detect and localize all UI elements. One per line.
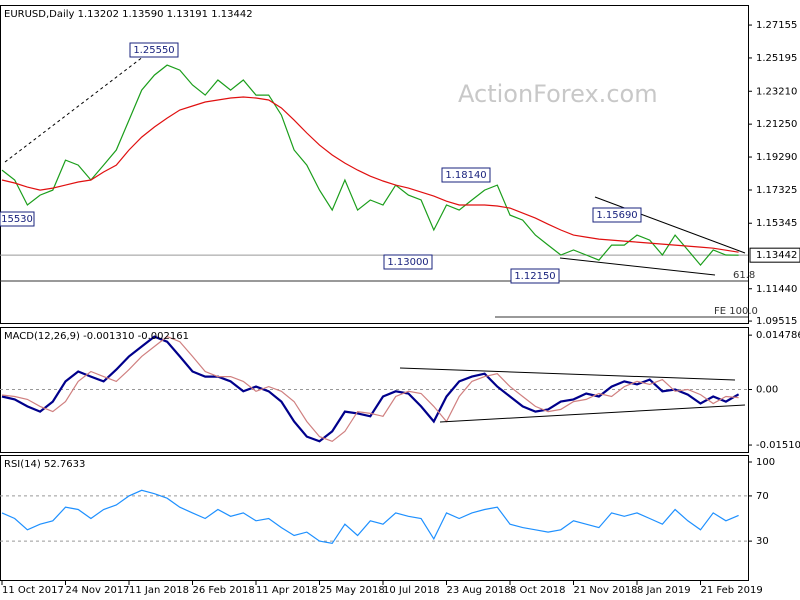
last-price-box bbox=[749, 247, 800, 263]
panel-frame bbox=[0, 5, 749, 324]
series-line bbox=[1, 489, 739, 545]
y-tick-label: 1.21250 bbox=[756, 119, 797, 130]
y-tick-label: 1.11440 bbox=[756, 284, 797, 295]
trend-line bbox=[559, 257, 716, 276]
annotation: 1.18140 bbox=[445, 170, 486, 181]
panel-frame bbox=[0, 455, 749, 581]
y-tick-label: 1.15345 bbox=[756, 218, 797, 229]
y-tick-label: 100 bbox=[756, 457, 775, 468]
x-tick-label: 21 Nov 2018 bbox=[574, 585, 638, 596]
series-line bbox=[1, 335, 739, 442]
y-tick-label: 1.19290 bbox=[756, 152, 797, 163]
x-tick-label: 10 Jul 2018 bbox=[383, 585, 440, 596]
trend-line bbox=[439, 404, 746, 423]
annotation-box bbox=[441, 167, 491, 183]
annotation: 1.25550 bbox=[133, 45, 174, 56]
y-tick-label: 70 bbox=[756, 491, 769, 502]
y-tick-label: 30 bbox=[756, 536, 769, 547]
x-tick-label: 11 Jan 2018 bbox=[129, 585, 189, 596]
trend-line bbox=[399, 367, 736, 381]
annotation: 1.12150 bbox=[514, 271, 555, 282]
watermark: ActionForex.com bbox=[458, 80, 658, 108]
y-tick-label: 1.27155 bbox=[756, 20, 797, 31]
panel-title: MACD(12,26,9) -0.001310 -0.002161 bbox=[4, 331, 189, 342]
y-tick-label: 1.25195 bbox=[756, 53, 797, 64]
x-tick-label: 8 Jan 2019 bbox=[637, 585, 691, 596]
annotation: 1.13000 bbox=[387, 257, 428, 268]
x-tick-label: 25 May 2018 bbox=[320, 585, 385, 596]
y-tick-label: 1.23210 bbox=[756, 86, 797, 97]
annotation-box bbox=[0, 211, 35, 227]
x-tick-label: 26 Feb 2018 bbox=[193, 585, 255, 596]
panel-title: EURUSD,Daily 1.13202 1.13590 1.13191 1.1… bbox=[4, 9, 253, 20]
trend-line bbox=[594, 196, 746, 254]
y-tick-label: 0.014786 bbox=[756, 330, 800, 341]
x-tick-label: 8 Oct 2018 bbox=[510, 585, 565, 596]
series-line bbox=[1, 64, 739, 267]
y-tick-label: -0.015107 bbox=[756, 440, 800, 451]
plot: 1.27155 1.25195 1.23210 1.21250 1.19290 1.173… bbox=[0, 5, 800, 596]
annotation: FE 100.0 bbox=[714, 306, 758, 317]
x-tick-label: 11 Apr 2018 bbox=[256, 585, 318, 596]
panel-title: RSI(14) 52.7633 bbox=[4, 459, 85, 470]
x-tick-label: 23 Aug 2018 bbox=[447, 585, 511, 596]
annotation-box bbox=[510, 268, 560, 284]
x-tick-label: 21 Feb 2019 bbox=[701, 585, 763, 596]
y-tick-label: 0.00 bbox=[756, 385, 778, 396]
x-tick-label: 24 Nov 2017 bbox=[66, 585, 130, 596]
annotation-box bbox=[592, 207, 642, 223]
trend-line bbox=[4, 49, 153, 163]
overlay: 1.25550 15530 1.13000 1.18140 1.12150 1.… bbox=[0, 42, 758, 423]
annotation: 15530 bbox=[1, 214, 33, 225]
annotation-box bbox=[383, 254, 433, 270]
annotation: 61.8 bbox=[733, 270, 755, 281]
annotation: 1.15690 bbox=[596, 210, 637, 221]
series-line bbox=[1, 96, 739, 253]
y-tick-label: 1.17325 bbox=[756, 185, 797, 196]
series-line bbox=[1, 335, 740, 443]
last-price-label: 1.13442 bbox=[756, 250, 797, 261]
annotation-box bbox=[129, 42, 179, 58]
x-tick-label: 11 Oct 2017 bbox=[2, 585, 64, 596]
y-tick-label: 1.09515 bbox=[756, 316, 797, 327]
